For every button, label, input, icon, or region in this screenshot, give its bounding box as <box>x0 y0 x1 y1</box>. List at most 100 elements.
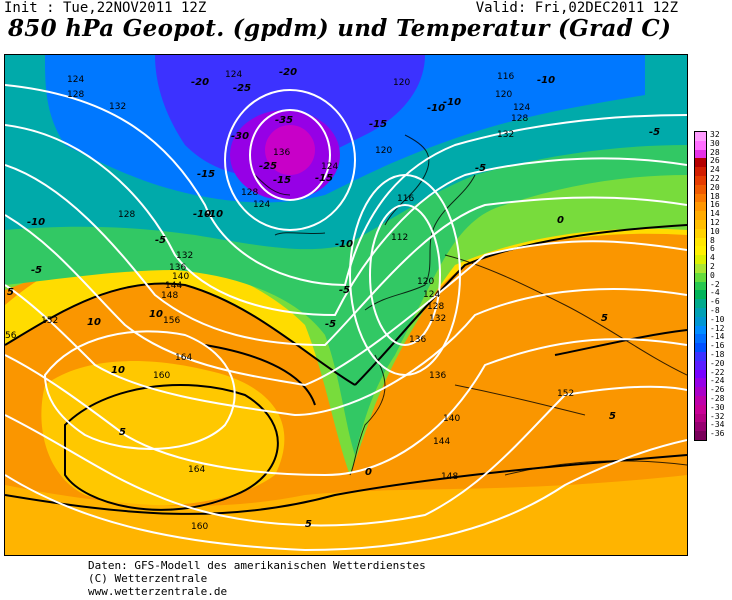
legend-label: 14 <box>710 209 720 219</box>
geopotential-label: 144 <box>165 281 182 291</box>
legend-label: 18 <box>710 191 720 201</box>
footer-url: www.wetterzentrale.de <box>88 585 228 598</box>
temperature-label: -10 <box>443 97 461 108</box>
legend-swatch <box>694 413 707 423</box>
temperature-label: -5 <box>31 265 42 276</box>
legend-swatch <box>694 193 707 203</box>
temp-field-bottom-orange <box>5 475 687 555</box>
legend-label: 4 <box>710 253 715 263</box>
geopotential-label: 140 <box>443 414 460 424</box>
temperature-label: -10 <box>27 217 45 228</box>
temperature-label: -10 <box>335 239 353 250</box>
temperature-label: -5 <box>649 127 660 138</box>
weather-map: 124 128 132 124 120 116 120 124 128 132 … <box>4 54 688 556</box>
legend-label: 0 <box>710 270 715 280</box>
temperature-label: 0 <box>365 467 372 478</box>
legend-swatch <box>694 387 707 396</box>
temperature-label: -5 <box>475 163 486 174</box>
legend-label: 30 <box>710 138 720 148</box>
temperature-label-group: -20 -25 -30 -35 -25 -20 -15 -10 -10 -15 … <box>7 67 660 530</box>
legend-label: -26 <box>710 385 725 395</box>
geopotential-label: 136 <box>409 335 426 345</box>
geopotential-label: 136 <box>429 371 446 381</box>
legend-swatch <box>694 343 707 352</box>
geopotential-label: 148 <box>161 291 178 301</box>
geopotential-label: 112 <box>391 233 408 243</box>
legend-swatch <box>694 307 707 317</box>
legend-swatch <box>694 228 707 238</box>
geopotential-label: 56 <box>5 331 17 341</box>
geopotential-label: 156 <box>163 316 180 326</box>
legend-label: 32 <box>710 130 720 139</box>
legend-label: -22 <box>710 367 725 377</box>
temperature-label: 10 <box>87 317 101 328</box>
geopotential-label: 128 <box>427 302 444 312</box>
legend-label: -12 <box>710 323 725 333</box>
init-time: Init : Tue,22NOV2011 12Z <box>4 0 207 16</box>
temperature-label: 5 <box>7 287 14 298</box>
geopotential-label: 136 <box>273 148 290 158</box>
temperature-label: 5 <box>601 313 608 324</box>
legend-label: 12 <box>710 218 720 227</box>
geopotential-label: 116 <box>397 194 414 204</box>
legend-swatch <box>694 395 707 405</box>
temperature-label: 5 <box>119 427 126 438</box>
legend-label: -16 <box>710 341 725 351</box>
legend-swatch <box>694 131 707 141</box>
legend-swatch <box>694 325 707 335</box>
temperature-label: 5 <box>609 411 616 422</box>
legend-swatch <box>694 219 707 229</box>
legend-label: 10 <box>710 226 720 236</box>
geopotential-label: 124 <box>225 70 242 80</box>
geopotential-label: 132 <box>429 314 446 324</box>
temperature-label: 5 <box>305 519 312 530</box>
legend-label: -32 <box>710 411 725 421</box>
temperature-label: -30 <box>231 131 249 142</box>
geopotential-label: 120 <box>417 277 434 287</box>
geopotential-contours <box>5 84 687 552</box>
geopotential-label: 124 <box>67 75 84 85</box>
geopotential-label: 128 <box>511 114 528 124</box>
legend-label: -18 <box>710 350 725 359</box>
legend-swatch <box>694 272 707 282</box>
legend-label: 16 <box>710 200 720 210</box>
temperature-label: -15 <box>369 119 387 130</box>
footer-data-source: Daten: GFS-Modell des amerikanischen Wet… <box>88 559 426 572</box>
legend-swatch <box>694 255 707 264</box>
legend-label: -34 <box>710 420 725 430</box>
geopotential-label: 132 <box>497 130 514 140</box>
temperature-label: -25 <box>259 161 277 172</box>
legend-label: -8 <box>710 306 720 315</box>
legend-swatch <box>694 290 707 300</box>
legend-swatch <box>694 378 707 388</box>
geopotential-label: 120 <box>375 146 392 156</box>
legend-swatch <box>694 431 707 441</box>
legend-label: 20 <box>710 182 720 192</box>
legend-swatch <box>694 246 707 256</box>
legend-label: 6 <box>710 244 715 254</box>
legend-label: -24 <box>710 376 725 386</box>
legend-swatch <box>694 404 707 414</box>
legend-swatch <box>694 369 707 379</box>
geopotential-label-group: 124 128 132 124 120 116 120 124 128 132 … <box>5 70 574 532</box>
geopotential-label: 120 <box>495 90 512 100</box>
geopotential-label: 148 <box>441 472 458 482</box>
legend-label: -10 <box>710 314 725 324</box>
temperature-label: -35 <box>275 115 293 126</box>
geopotential-label: 132 <box>109 102 126 112</box>
geopotential-label: 116 <box>497 72 514 82</box>
temperature-label: -10 <box>537 75 555 86</box>
temp-field-magenta-core <box>265 125 315 175</box>
legend-swatch <box>694 184 707 194</box>
legend-label: -6 <box>710 297 720 307</box>
temperature-label: -20 <box>279 67 297 78</box>
legend-swatch <box>694 211 707 220</box>
temperature-label: -5 <box>155 235 166 246</box>
legend-label: 2 <box>710 262 715 271</box>
geopotential-label: 124 <box>321 162 338 172</box>
legend-swatch <box>694 149 707 159</box>
legend-swatch <box>694 167 707 176</box>
temperature-label: -10 <box>427 103 445 114</box>
legend-swatch <box>694 202 707 212</box>
geopotential-label: 132 <box>176 251 193 261</box>
